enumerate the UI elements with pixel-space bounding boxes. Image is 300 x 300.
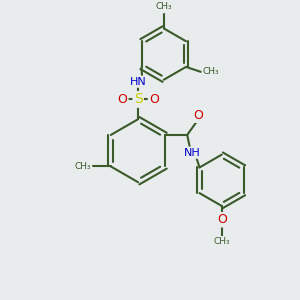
Text: O: O	[193, 109, 203, 122]
Text: S: S	[134, 92, 142, 106]
Text: HN: HN	[130, 77, 146, 87]
Text: CH₃: CH₃	[203, 67, 219, 76]
Text: O: O	[149, 93, 159, 106]
Text: O: O	[118, 93, 127, 106]
Text: NH: NH	[184, 148, 200, 158]
Text: CH₃: CH₃	[213, 237, 230, 246]
Text: CH₃: CH₃	[155, 2, 172, 11]
Text: O: O	[217, 213, 226, 226]
Text: CH₃: CH₃	[74, 162, 91, 171]
